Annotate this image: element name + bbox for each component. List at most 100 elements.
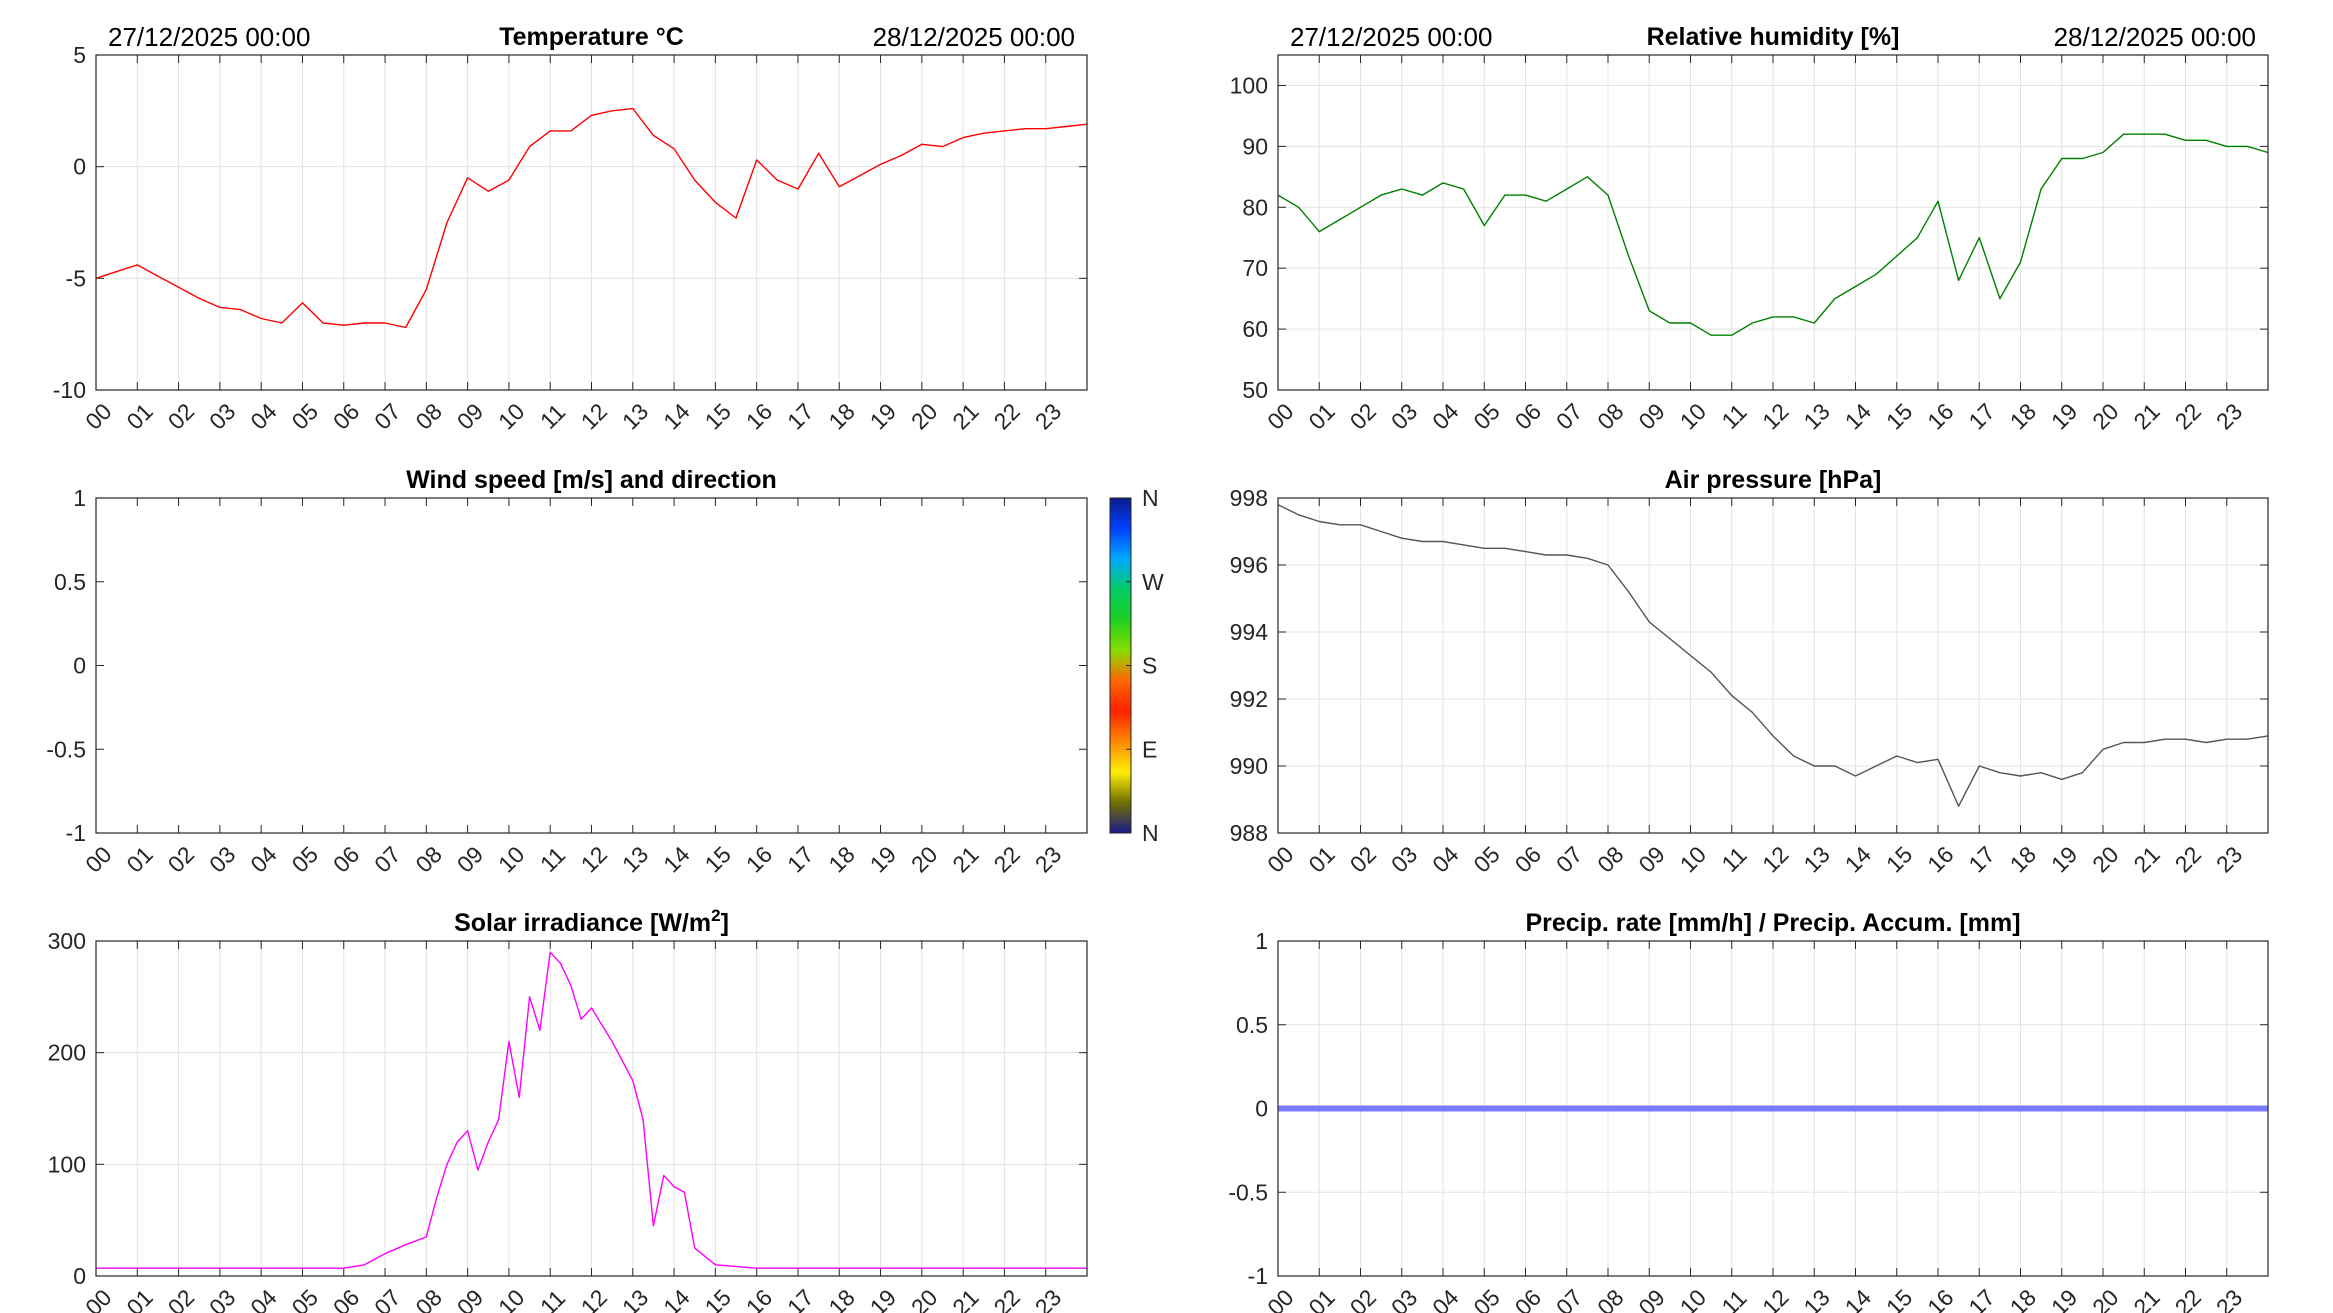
data-point	[776, 179, 778, 181]
data-point	[1607, 564, 1609, 566]
data-point	[136, 264, 138, 266]
data-point	[570, 985, 572, 987]
data-point	[1689, 654, 1692, 657]
y-tick-label: 100	[1230, 72, 1268, 98]
data-point	[528, 996, 531, 998]
data-point	[590, 1007, 593, 1009]
data-point	[921, 143, 923, 145]
data-point	[2061, 157, 2063, 160]
y-tick-label: 100	[48, 1151, 86, 1177]
data-point	[1916, 237, 1918, 239]
data-point	[363, 322, 365, 324]
data-point	[436, 1197, 438, 1199]
data-point	[2164, 133, 2166, 135]
data-point	[2061, 778, 2063, 781]
data-point	[343, 1267, 345, 1269]
data-point	[2184, 139, 2187, 141]
data-point	[2143, 741, 2145, 744]
data-point	[157, 275, 159, 277]
axes-box	[1277, 497, 2269, 834]
data-point	[694, 1247, 696, 1249]
data-point	[281, 322, 283, 324]
data-point	[962, 137, 964, 139]
data-point	[1003, 1267, 1006, 1269]
data-point	[1566, 554, 1568, 556]
data-point	[2081, 772, 2083, 774]
data-point	[1628, 591, 1630, 593]
data-point	[239, 309, 242, 311]
data-point	[1751, 322, 1753, 324]
data-point	[859, 175, 861, 177]
data-point	[2226, 145, 2228, 147]
data-point	[1710, 671, 1712, 673]
data-point	[1669, 638, 1671, 640]
data-point	[1937, 200, 1939, 202]
data-point	[446, 221, 448, 224]
data-point	[1463, 188, 1465, 190]
y-tick-label: 50	[1242, 377, 1268, 403]
colorbar-label: N	[1142, 485, 1159, 511]
data-point	[1793, 316, 1795, 318]
data-point	[756, 159, 758, 161]
data-point	[1648, 310, 1650, 312]
data-point	[1318, 231, 1320, 233]
data-point	[652, 134, 655, 136]
data-point	[818, 152, 820, 154]
data-point	[683, 1191, 686, 1193]
data-point	[1545, 200, 1547, 202]
y-tick-label: 1	[73, 485, 86, 511]
data-point	[487, 1141, 489, 1143]
data-point	[1710, 334, 1712, 336]
data-point	[467, 177, 469, 179]
data-point	[2143, 133, 2145, 135]
data-point	[2226, 738, 2228, 740]
data-point	[301, 302, 304, 304]
data-point	[1937, 758, 1939, 760]
y-tick-label: 0	[73, 653, 86, 679]
y-tick-label: 5	[73, 42, 86, 68]
data-point	[797, 1267, 799, 1269]
y-tick-label: 0.5	[54, 569, 86, 595]
y-tick-label: 0.5	[1236, 1012, 1268, 1038]
chart-title: Wind speed [m/s] and direction	[406, 466, 777, 494]
data-point	[983, 132, 985, 134]
data-point	[941, 145, 944, 148]
data-point	[219, 306, 221, 308]
date-end-label: 28/12/2025 00:00	[873, 22, 1075, 52]
data-point	[1813, 765, 1815, 767]
chart-title: Relative humidity [%]	[1647, 23, 1900, 51]
data-point	[477, 1169, 479, 1171]
data-point	[177, 1267, 180, 1269]
data-point	[1318, 520, 1320, 523]
data-point	[1524, 551, 1527, 553]
data-point	[446, 1163, 448, 1165]
chart-title: Air pressure [hPa]	[1665, 466, 1882, 494]
data-point	[1339, 524, 1341, 526]
data-point	[2081, 157, 2083, 160]
data-point	[1339, 218, 1341, 221]
axes-box	[1277, 940, 2269, 1277]
data-point	[2164, 738, 2166, 740]
data-point	[1045, 1267, 1047, 1269]
data-point	[2040, 772, 2042, 774]
data-point	[1566, 188, 1568, 190]
data-point	[425, 1236, 427, 1238]
y-tick-label: 200	[48, 1040, 86, 1066]
data-point	[1045, 128, 1047, 130]
date-end-label: 28/12/2025 00:00	[2054, 22, 2256, 52]
data-point	[1958, 805, 1960, 807]
data-point	[1834, 298, 1836, 300]
data-point	[1607, 194, 1609, 196]
chart-title: Solar irradiance [W/m2]	[454, 906, 729, 937]
y-tick-label: 0	[73, 1263, 86, 1289]
y-tick-label: -1	[66, 820, 86, 846]
data-point	[539, 1029, 541, 1031]
data-point	[1896, 255, 1898, 257]
data-point	[2184, 738, 2187, 740]
data-point	[2246, 738, 2248, 740]
data-point	[879, 1267, 882, 1269]
data-point	[1298, 206, 1300, 208]
data-point	[632, 1079, 634, 1082]
